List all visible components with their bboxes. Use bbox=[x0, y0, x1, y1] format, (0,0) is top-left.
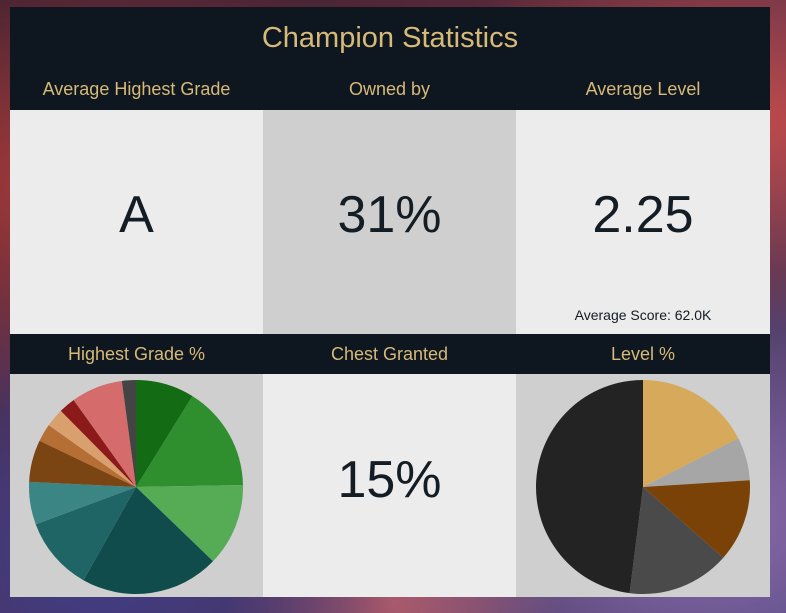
avg-score-text: Average Score: 62.0K bbox=[574, 307, 712, 323]
level-pie-chart bbox=[536, 380, 750, 594]
owned-by-cell: 31% bbox=[263, 110, 516, 334]
grade-pie-slice-7 bbox=[39, 425, 136, 487]
chest-cell: 15% bbox=[263, 374, 516, 597]
level-pie-slice-2 bbox=[643, 480, 750, 558]
grade-pie-slice-11 bbox=[121, 380, 136, 487]
grade-pie-slice-9 bbox=[60, 400, 136, 487]
grade-pie-slice-6 bbox=[29, 440, 136, 487]
chest-header: Chest Granted bbox=[330, 344, 449, 364]
avg-level-cell: 2.25 Average Score: 62.0K bbox=[516, 110, 770, 334]
level-pie-slice-0 bbox=[643, 380, 739, 487]
level-pie-slice-3 bbox=[629, 487, 724, 594]
stats-panel: Champion Statistics Average Highest Grad… bbox=[10, 7, 770, 597]
avg-level-header: Average Level bbox=[585, 79, 701, 99]
level-pct-header: Level % bbox=[610, 344, 676, 364]
grade-pie-chart bbox=[29, 380, 243, 594]
grade-pie-slice-5 bbox=[29, 481, 137, 525]
avg-grade-cell: A bbox=[10, 110, 263, 334]
avg-grade-value: A bbox=[119, 186, 154, 244]
grade-pie-slice-10 bbox=[73, 380, 136, 487]
grade-pct-header: Highest Grade % bbox=[67, 344, 206, 364]
grade-pie-slice-2 bbox=[136, 485, 243, 562]
chest-value: 15% bbox=[337, 451, 442, 509]
grade-pie-slice-1 bbox=[136, 396, 243, 487]
avg-level-value: 2.25 bbox=[592, 186, 694, 244]
avg-grade-header: Average Highest Grade bbox=[42, 79, 231, 99]
level-pie-slice-1 bbox=[643, 438, 750, 487]
grade-pie-cell bbox=[10, 374, 263, 597]
grade-pie-slice-4 bbox=[35, 487, 136, 581]
owned-by-header: Owned by bbox=[348, 79, 431, 99]
level-pie-cell bbox=[516, 374, 770, 597]
grade-pie-slice-3 bbox=[83, 487, 214, 594]
level-pie-slice-4 bbox=[536, 380, 643, 594]
panel-title: Champion Statistics bbox=[261, 22, 519, 54]
grade-pie-slice-8 bbox=[48, 410, 136, 487]
owned-by-value: 31% bbox=[337, 186, 442, 244]
grade-pie-slice-0 bbox=[136, 380, 193, 487]
